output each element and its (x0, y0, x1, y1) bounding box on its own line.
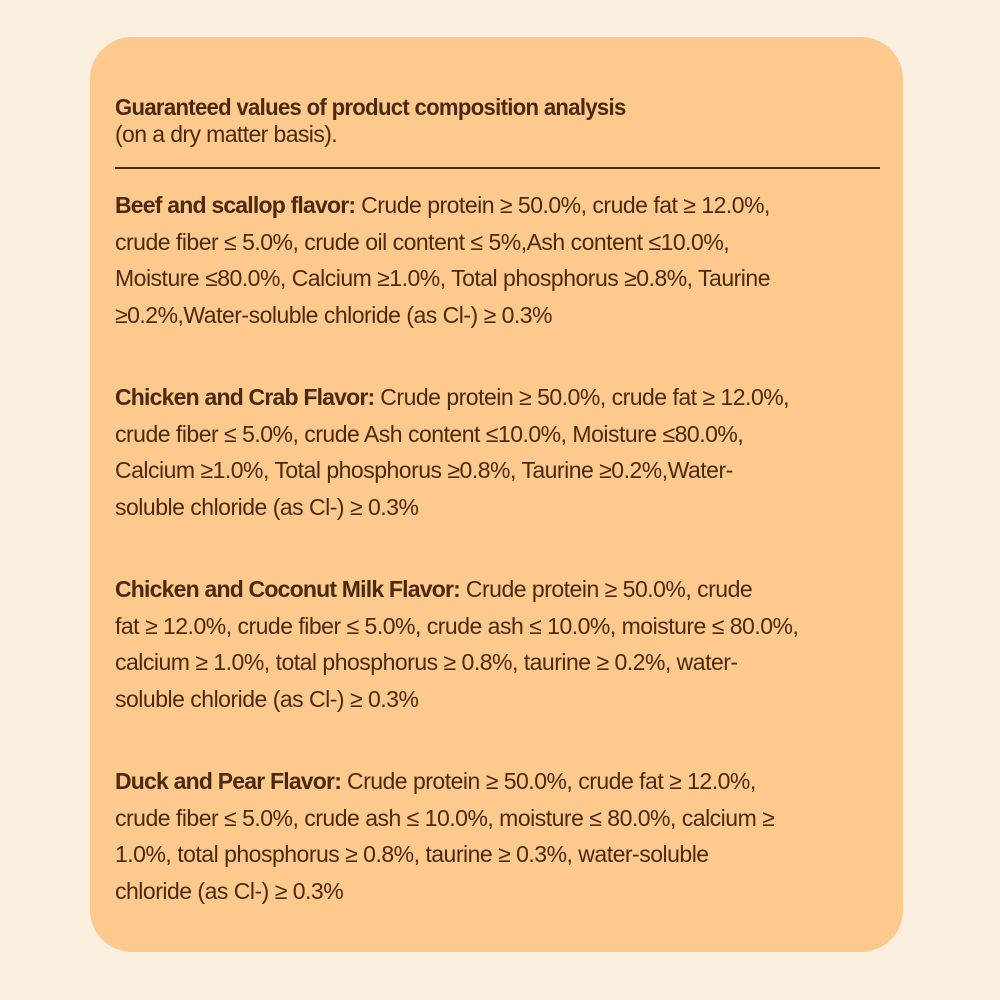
section-line: Moisture ≤80.0%, Calcium ≥1.0%, Total ph… (115, 265, 771, 291)
section-line: crude fiber ≤ 5.0%, crude Ash content ≤1… (115, 420, 744, 447)
section-label: Chicken and Crab Flavor: (115, 384, 375, 410)
section-text: Crude protein ≥ 50.0%, crude fat ≥ 12.0%… (341, 768, 756, 794)
section-line: Duck and Pear Flavor: Crude protein ≥ 50… (115, 763, 865, 800)
section-line: crude fiber ≤ 5.0%, crude oil content ≤ … (115, 228, 730, 255)
divider (115, 167, 880, 169)
section-line: soluble chloride (as Cl-) ≥ 0.3% (115, 493, 419, 520)
section-text: Crude protein ≥ 50.0%, crude fat ≥ 12.0%… (374, 384, 790, 410)
section-line: Chicken and Crab Flavor: Crude protein ≥… (115, 379, 865, 416)
section-line: calcium ≥ 1.0%, total phosphorus ≥ 0.8%,… (115, 649, 738, 675)
card-title: Guaranteed values of product composition… (115, 94, 626, 120)
section-line: 1.0%, total phosphorus ≥ 0.8%, taurine ≥… (115, 841, 709, 867)
section-beef-scallop: Beef and scallop flavor: Crude protein ≥… (115, 187, 865, 333)
section-line: fat ≥ 12.0%, crude fiber ≤ 5.0%, crude a… (115, 612, 799, 639)
section-line: Chicken and Coconut Milk Flavor: Crude p… (115, 571, 865, 608)
section-line: Beef and scallop flavor: Crude protein ≥… (115, 187, 865, 224)
section-line: chloride (as Cl-) ≥ 0.3% (115, 877, 344, 904)
section-label: Beef and scallop flavor: (115, 192, 356, 218)
section-line: soluble chloride (as Cl-) ≥ 0.3% (115, 685, 419, 712)
section-label: Duck and Pear Flavor: (115, 768, 342, 794)
composition-card: Guaranteed values of product composition… (90, 37, 903, 952)
section-label: Chicken and Coconut Milk Flavor: (115, 576, 461, 602)
section-duck-pear: Duck and Pear Flavor: Crude protein ≥ 50… (115, 763, 865, 909)
section-line: crude fiber ≤ 5.0%, crude ash ≤ 10.0%, m… (115, 804, 775, 831)
section-text: Crude protein ≥ 50.0%, crude fat ≥ 12.0%… (355, 192, 770, 218)
section-text: Crude protein ≥ 50.0%, crude (460, 576, 753, 602)
section-chicken-crab: Chicken and Crab Flavor: Crude protein ≥… (115, 379, 865, 525)
section-line: Calcium ≥1.0%, Total phosphorus ≥0.8%, T… (115, 457, 733, 483)
card-subtitle: (on a dry matter basis). (115, 121, 338, 147)
section-chicken-coconut-milk: Chicken and Coconut Milk Flavor: Crude p… (115, 571, 865, 717)
section-line: ≥0.2%,Water-soluble chloride (as Cl-) ≥ … (115, 301, 553, 328)
